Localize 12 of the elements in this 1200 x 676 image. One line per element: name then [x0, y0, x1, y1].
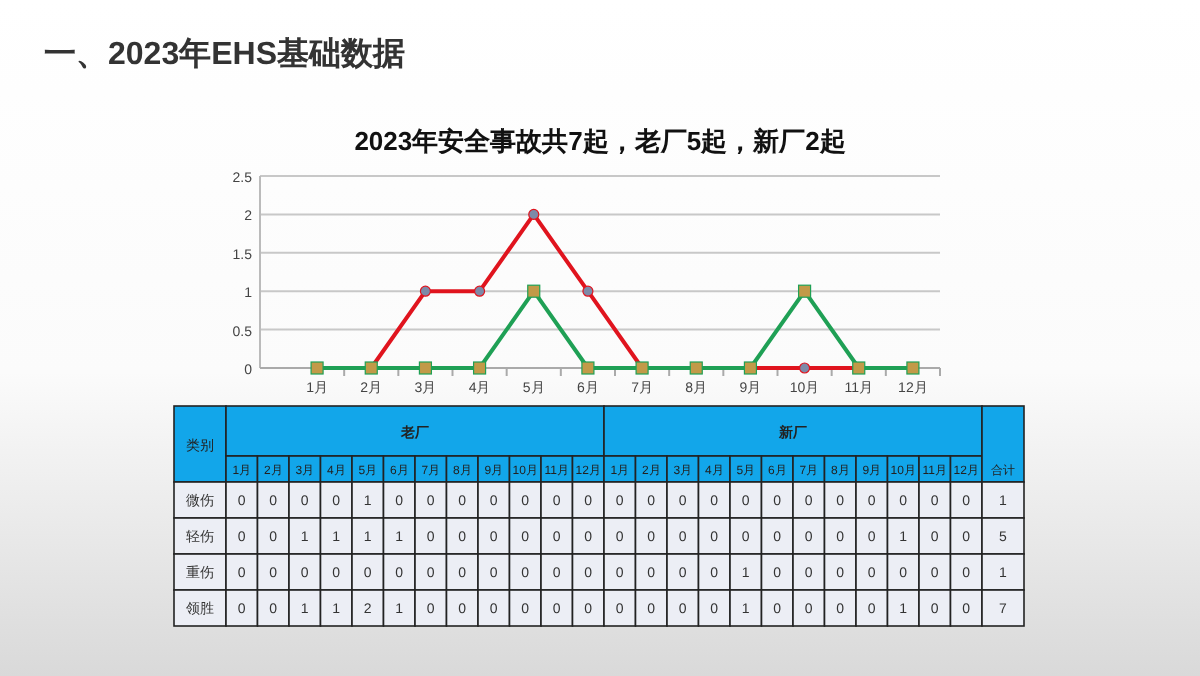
text: 一、2023年EHS基础数据	[44, 36, 405, 72]
chart-title: 2023年安全事故共7起，老厂5起，新厂2起	[354, 126, 846, 156]
point	[797, 284, 812, 298]
point	[527, 284, 541, 298]
point	[581, 361, 595, 375]
point	[419, 285, 432, 297]
point	[418, 361, 433, 375]
point	[472, 361, 487, 375]
point	[473, 285, 486, 297]
point	[582, 285, 594, 297]
point	[798, 362, 811, 374]
point	[528, 208, 540, 220]
